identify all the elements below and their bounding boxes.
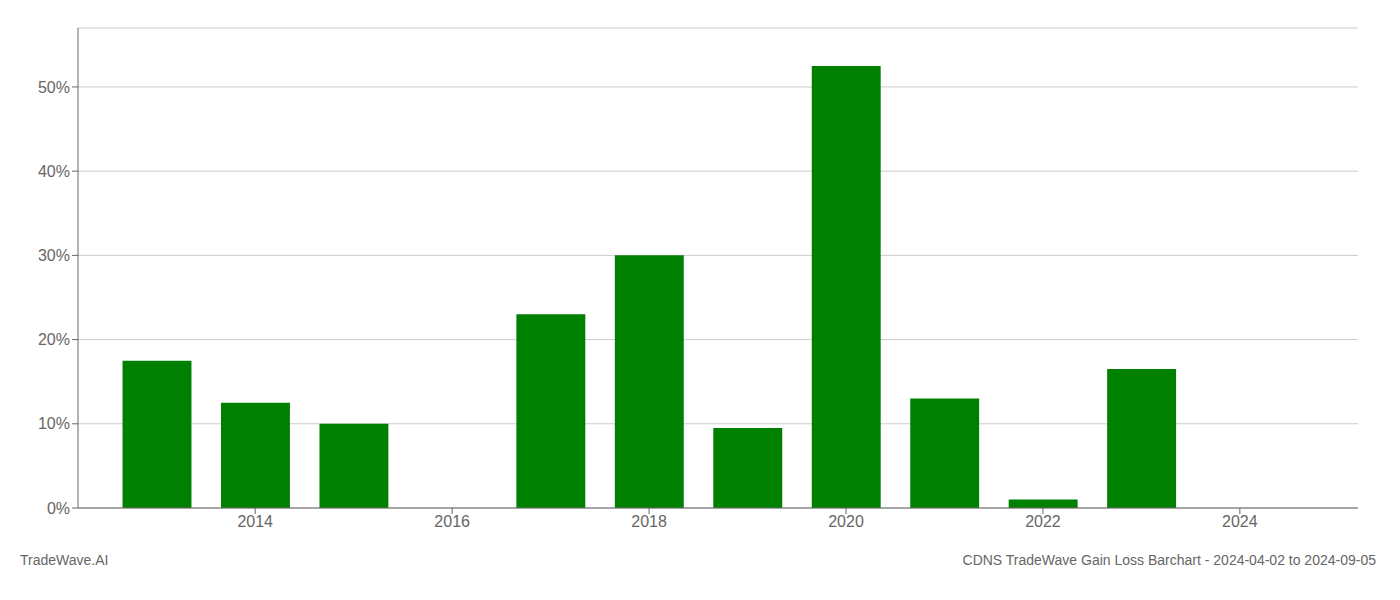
html-text:CDNS TradeWave Gain Loss Barch: CDNS TradeWave Gain Loss Barchart - 2024… [962,552,1376,568]
svg-text:2024: 2024 [1222,513,1258,530]
svg-text:2016: 2016 [434,513,470,530]
svg-text:2018: 2018 [631,513,667,530]
svg-text:20%: 20% [38,331,70,348]
html-text:TradeWave.AI: TradeWave.AI [20,552,109,568]
svg-text:2022: 2022 [1025,513,1061,530]
svg-text:30%: 30% [38,247,70,264]
svg-text:0%: 0% [47,500,70,517]
svg-text:10%: 10% [38,415,70,432]
svg-text:2020: 2020 [828,513,864,530]
svg-text:2014: 2014 [237,513,273,530]
svg-text:40%: 40% [38,163,70,180]
svg-text:50%: 50% [38,79,70,96]
